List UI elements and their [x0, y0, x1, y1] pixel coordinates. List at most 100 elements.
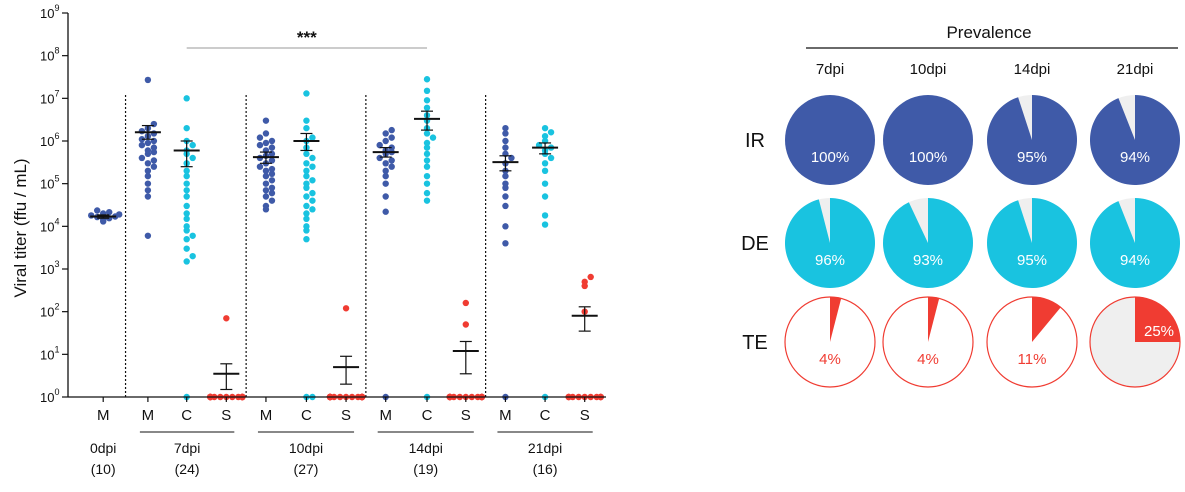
data-point-M — [144, 180, 152, 187]
x-category-label: C — [422, 407, 433, 424]
data-point-M — [262, 202, 270, 210]
data-point-C — [183, 202, 190, 210]
data-point-M — [382, 167, 389, 175]
data-point-M — [382, 172, 389, 180]
data-point-M — [388, 134, 395, 141]
data-point-C — [423, 87, 431, 95]
data-point-M — [144, 232, 152, 239]
data-point-M — [144, 76, 152, 84]
data-point-M — [256, 134, 264, 141]
data-point-M — [502, 124, 509, 132]
group-day-label: 10dpi — [289, 440, 323, 456]
y-tick-label: 102 — [40, 302, 59, 320]
pie-slice — [785, 198, 875, 289]
data-point-M — [382, 180, 389, 187]
y-tick-label: 108 — [40, 46, 59, 64]
prevalence-row-label: TE — [742, 332, 768, 354]
pie-slice — [987, 198, 1077, 288]
data-point-M — [256, 163, 264, 170]
pie-IR-21dpi: 94% — [1090, 95, 1181, 185]
data-point-M — [388, 126, 395, 134]
pie-TE-7dpi: 4% — [784, 296, 876, 388]
pie-percent-label: 95% — [1017, 149, 1047, 166]
data-point-M — [382, 208, 389, 215]
data-point-M — [144, 160, 152, 167]
data-point-M — [150, 144, 158, 151]
data-point-C — [423, 130, 431, 137]
data-point-C — [189, 252, 196, 260]
data-point-C — [541, 193, 549, 200]
data-point-M — [502, 130, 509, 137]
data-point-C — [303, 117, 310, 124]
data-point-M — [268, 165, 276, 173]
prevalence-column-header: 10dpi — [910, 61, 947, 78]
x-category-label: C — [301, 407, 312, 424]
data-point-C — [303, 160, 310, 167]
group-day-label: 21dpi — [528, 440, 562, 456]
data-point-C — [183, 245, 190, 252]
data-point-M — [502, 144, 509, 151]
y-axis-label: Viral titer (ffu / mL) — [11, 158, 30, 297]
group-day-label: 14dpi — [409, 440, 443, 456]
data-point-C — [423, 97, 431, 104]
data-point-C — [189, 141, 196, 149]
data-point-M — [144, 139, 152, 147]
pie-slice — [1032, 297, 1061, 342]
y-axis-ticks: 100 101 102 103 104 105 106 107 108 109 — [40, 3, 68, 405]
data-point-C — [183, 172, 190, 180]
prevalence-row-labels: IR DE TE — [741, 130, 769, 354]
y-tick-label: 104 — [40, 216, 59, 234]
titer-scatter-panel: Viral titer (ffu / mL) 10010110210310410… — [11, 3, 606, 477]
data-point-C — [423, 157, 431, 164]
data-point-C — [183, 180, 190, 187]
data-point-M — [262, 172, 270, 180]
data-point-M — [262, 167, 270, 175]
group-day-label: 7dpi — [174, 440, 200, 456]
significance-annotation: *** — [186, 28, 428, 49]
data-point-C — [541, 167, 549, 175]
error-bars — [90, 110, 598, 391]
data-point-M — [268, 189, 276, 197]
group-day-label: 0dpi — [90, 440, 116, 456]
data-point-M — [116, 211, 123, 218]
data-point-C — [423, 180, 431, 187]
prevalence-column-header: 7dpi — [816, 61, 844, 78]
data-point-C — [303, 193, 310, 200]
pie-IR-14dpi: 95% — [987, 95, 1077, 185]
prevalence-column-header: 21dpi — [1117, 61, 1154, 78]
pie-percent-label: 96% — [815, 252, 845, 269]
data-point-C — [423, 76, 431, 83]
prevalence-title: Prevalence — [946, 23, 1031, 42]
pie-percent-label: 11% — [1018, 351, 1047, 368]
x-category-label: M — [499, 407, 512, 424]
data-point-C — [303, 172, 310, 180]
pie-slice — [883, 95, 973, 185]
pie-DE-7dpi: 96% — [785, 198, 875, 289]
data-point-C — [303, 167, 310, 175]
data-point-C — [547, 154, 555, 162]
data-point-C — [303, 215, 310, 223]
data-point-C — [423, 197, 431, 204]
prevalence-panel: Prevalence 7dpi 10dpi 14dpi 21dpi IR DE TE 10… — [741, 23, 1181, 388]
y-tick-label: 107 — [40, 88, 59, 106]
x-category-label: S — [221, 407, 231, 424]
x-category-label: C — [540, 407, 551, 424]
data-point-M — [268, 137, 276, 145]
pie-percent-label: 93% — [913, 252, 943, 269]
data-point-C — [183, 193, 190, 200]
data-point-M — [502, 137, 509, 145]
data-point-C — [309, 154, 316, 162]
data-point-M — [502, 202, 509, 210]
pie-slice — [785, 95, 875, 185]
pie-IR-10dpi: 100% — [883, 95, 973, 185]
x-category-label: M — [142, 407, 155, 424]
y-tick-label: 105 — [40, 174, 59, 192]
x-category-label: C — [181, 407, 192, 424]
data-point-C — [183, 167, 190, 175]
data-point-C — [183, 124, 190, 132]
y-tick-label: 109 — [40, 3, 59, 21]
data-point-C — [183, 210, 190, 217]
data-point-M — [262, 117, 270, 124]
data-point-C — [303, 235, 310, 243]
